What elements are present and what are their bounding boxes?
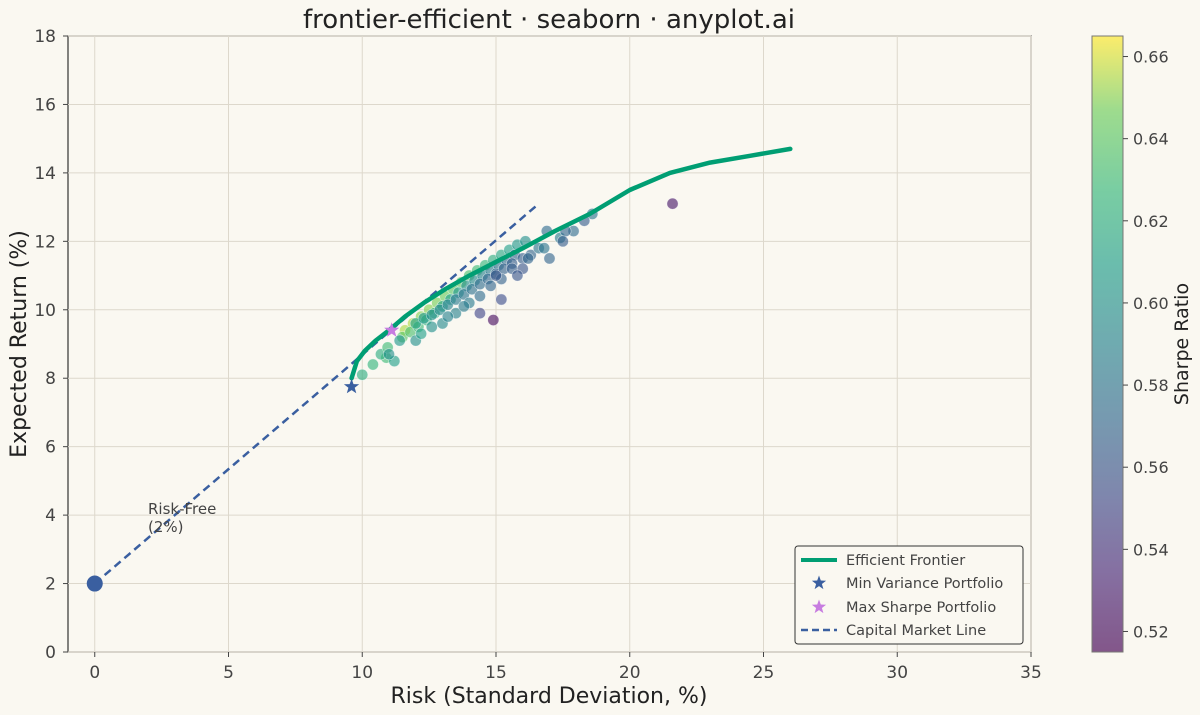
portfolio-point	[441, 310, 454, 323]
portfolio-point	[367, 358, 379, 371]
risk-free-label-line1: Risk-Free	[148, 500, 216, 518]
legend-max-sharpe-label: Max Sharpe Portfolio	[846, 600, 996, 616]
portfolio-point	[666, 197, 679, 210]
colorbar-tick-label: 0.58	[1133, 376, 1169, 395]
legend-min-variance-label: Min Variance Portfolio	[846, 576, 1003, 592]
colorbar-tick-label: 0.66	[1133, 48, 1169, 67]
legend-cml-label: Capital Market Line	[846, 623, 986, 639]
y-tick-label: 12	[34, 232, 56, 252]
portfolio-point	[490, 269, 502, 282]
frontier-line	[349, 146, 793, 381]
x-tick-label: 10	[351, 663, 373, 683]
x-tick-label: 35	[1020, 663, 1042, 683]
portfolio-point	[556, 235, 569, 248]
colorbar-tick-label: 0.54	[1133, 540, 1169, 559]
x-tick-label: 25	[753, 663, 775, 683]
x-tick-label: 15	[485, 663, 507, 683]
portfolio-point	[543, 252, 556, 265]
x-axis-label: Risk (Standard Deviation, %)	[391, 684, 708, 709]
capital-market-line	[93, 202, 540, 585]
risk-free-point	[86, 575, 103, 592]
portfolio-point	[457, 300, 470, 313]
portfolio-point	[511, 269, 524, 282]
special-markers	[86, 322, 400, 592]
portfolio-point	[383, 348, 395, 361]
risk-free-label-line2: (2%)	[148, 518, 184, 536]
y-axis-ticks: 0 2 4 6 8 10 12 14 16 18	[34, 27, 68, 663]
chart-title: frontier-efficient · seaborn · anyplot.a…	[303, 5, 795, 35]
y-tick-label: 10	[34, 301, 56, 321]
min-variance-star	[343, 378, 360, 394]
y-tick-label: 8	[45, 369, 56, 389]
portfolio-point	[484, 279, 497, 292]
y-tick-label: 6	[45, 438, 56, 458]
y-tick-label: 14	[34, 164, 56, 184]
legend-frontier-label: Efficient Frontier	[846, 553, 965, 569]
portfolio-point	[474, 307, 486, 320]
colorbar-tick-label: 0.52	[1133, 622, 1169, 641]
x-axis-ticks: 0 5 10 15 20 25 30 35	[89, 652, 1042, 683]
colorbar-ticks: 0.52 0.54 0.56 0.58 0.60 0.62 0.64 0.66	[1123, 48, 1169, 641]
x-tick-label: 0	[89, 663, 100, 683]
colorbar-tick-label: 0.60	[1133, 294, 1169, 313]
y-tick-label: 18	[34, 27, 56, 47]
portfolio-point	[522, 252, 534, 265]
portfolio-point	[415, 327, 427, 340]
y-tick-label: 0	[45, 643, 56, 663]
y-axis-label: Expected Return (%)	[7, 230, 32, 458]
x-tick-label: 5	[223, 663, 234, 683]
colorbar-tick-label: 0.56	[1133, 458, 1169, 477]
portfolio-scatter	[356, 197, 679, 381]
portfolio-point	[487, 314, 500, 326]
legend-min-variance-star	[811, 575, 827, 590]
colorbar-tick-label: 0.62	[1133, 212, 1169, 231]
portfolio-point	[425, 320, 438, 333]
portfolio-point	[474, 290, 486, 302]
colorbar: 0.52 0.54 0.56 0.58 0.60 0.62 0.64 0.66 Sharpe …	[1091, 35, 1193, 653]
y-tick-label: 2	[45, 575, 56, 595]
portfolio-point	[356, 368, 369, 381]
colorbar-tick-label: 0.64	[1133, 130, 1169, 149]
legend-max-sharpe-star	[811, 599, 827, 614]
x-tick-label: 30	[886, 663, 908, 683]
portfolio-point	[538, 242, 551, 255]
efficient-frontier	[349, 146, 793, 381]
portfolio-point	[393, 334, 406, 347]
portfolio-point	[495, 293, 508, 306]
max-sharpe-star	[384, 322, 400, 337]
x-tick-label: 20	[619, 663, 641, 683]
legend: Efficient Frontier Min Variance Portfoli…	[794, 545, 1024, 645]
legend-box	[794, 545, 1024, 645]
colorbar-gradient	[1091, 35, 1124, 653]
cml-line	[93, 202, 540, 585]
colorbar-label: Sharpe Ratio	[1171, 283, 1193, 405]
y-tick-label: 16	[34, 95, 56, 115]
y-tick-label: 4	[45, 506, 56, 526]
